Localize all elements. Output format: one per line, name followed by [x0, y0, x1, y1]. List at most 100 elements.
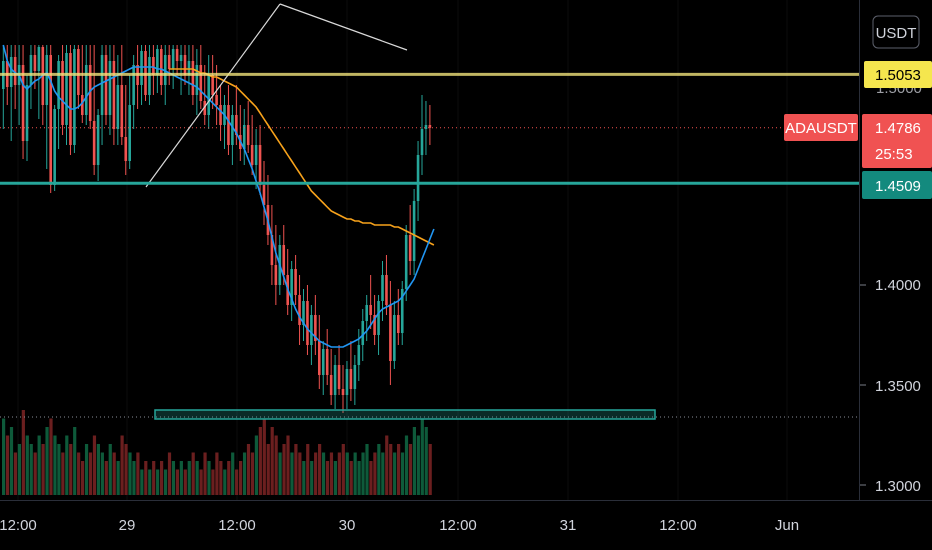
- candle[interactable]: [424, 101, 428, 155]
- candle[interactable]: [341, 365, 345, 413]
- candle[interactable]: [337, 345, 341, 395]
- candle[interactable]: [420, 95, 424, 175]
- candle[interactable]: [262, 161, 266, 225]
- candle[interactable]: [69, 45, 72, 155]
- candle[interactable]: [235, 85, 238, 145]
- candle[interactable]: [104, 45, 108, 125]
- candle[interactable]: [57, 55, 60, 149]
- currency-button[interactable]: [872, 15, 920, 49]
- candle[interactable]: [310, 305, 313, 365]
- candle[interactable]: [329, 349, 333, 405]
- trendline-drawing[interactable]: [145, 3, 281, 188]
- candle[interactable]: [29, 45, 33, 109]
- candle[interactable]: [187, 45, 191, 95]
- candle[interactable]: [2, 45, 5, 129]
- last-price-tag[interactable]: [862, 114, 932, 168]
- candle[interactable]: [400, 281, 404, 345]
- candle[interactable]: [318, 315, 321, 389]
- candle[interactable]: [357, 329, 361, 381]
- candle[interactable]: [397, 289, 400, 345]
- candle[interactable]: [270, 205, 274, 285]
- candle[interactable]: [45, 45, 49, 169]
- candle[interactable]: [136, 45, 139, 109]
- candle[interactable]: [266, 175, 270, 245]
- candle[interactable]: [81, 45, 84, 123]
- candle[interactable]: [412, 189, 416, 275]
- symbol-tag[interactable]: [784, 114, 858, 141]
- candle[interactable]: [239, 105, 242, 161]
- candle[interactable]: [302, 289, 305, 341]
- candle[interactable]: [88, 45, 92, 129]
- candle[interactable]: [199, 45, 203, 109]
- resistance-price-tag[interactable]: [864, 61, 932, 88]
- candle[interactable]: [211, 55, 214, 109]
- candle[interactable]: [408, 205, 412, 275]
- candle[interactable]: [428, 105, 432, 145]
- candle[interactable]: [333, 355, 337, 409]
- candle[interactable]: [13, 45, 17, 109]
- candle[interactable]: [369, 275, 372, 329]
- candle[interactable]: [250, 115, 254, 175]
- candle[interactable]: [37, 45, 41, 119]
- candle[interactable]: [377, 295, 380, 355]
- demand-zone-rectangle[interactable]: [154, 409, 656, 420]
- candle[interactable]: [314, 295, 317, 355]
- candle[interactable]: [179, 45, 183, 95]
- candle[interactable]: [207, 55, 210, 129]
- candle[interactable]: [349, 341, 353, 401]
- candlesticks[interactable]: [2, 45, 432, 413]
- candle[interactable]: [171, 45, 175, 89]
- candle[interactable]: [325, 329, 329, 385]
- candle[interactable]: [167, 45, 171, 85]
- candle[interactable]: [416, 141, 420, 221]
- candle[interactable]: [195, 49, 199, 115]
- candle[interactable]: [53, 105, 56, 191]
- support-price-tag[interactable]: [862, 171, 932, 199]
- candle[interactable]: [321, 341, 325, 395]
- candle[interactable]: [381, 261, 384, 321]
- candle[interactable]: [231, 105, 234, 165]
- candle[interactable]: [41, 45, 45, 125]
- candle[interactable]: [132, 55, 135, 129]
- candle[interactable]: [77, 45, 80, 109]
- candle[interactable]: [116, 55, 120, 145]
- candle[interactable]: [84, 45, 88, 125]
- candle[interactable]: [49, 45, 52, 193]
- candle[interactable]: [404, 225, 408, 301]
- candle[interactable]: [96, 109, 100, 181]
- candle[interactable]: [242, 109, 246, 165]
- trendline-drawing-2[interactable]: [279, 3, 408, 51]
- candle[interactable]: [120, 45, 124, 145]
- candle[interactable]: [128, 75, 131, 169]
- candle[interactable]: [61, 45, 64, 135]
- candle[interactable]: [274, 225, 278, 305]
- candle[interactable]: [124, 85, 128, 175]
- candle[interactable]: [393, 301, 396, 369]
- candle[interactable]: [21, 45, 25, 159]
- candle[interactable]: [175, 45, 179, 75]
- candle[interactable]: [160, 45, 163, 95]
- candle[interactable]: [108, 45, 112, 135]
- candle[interactable]: [290, 261, 293, 321]
- candle[interactable]: [286, 249, 289, 315]
- candle[interactable]: [223, 95, 226, 149]
- candle[interactable]: [65, 45, 68, 145]
- candle[interactable]: [294, 255, 297, 305]
- candle[interactable]: [100, 45, 104, 145]
- candle[interactable]: [365, 295, 368, 341]
- candle[interactable]: [152, 45, 155, 95]
- candle[interactable]: [9, 45, 13, 141]
- candle[interactable]: [389, 281, 392, 385]
- candle[interactable]: [298, 275, 301, 345]
- candle[interactable]: [353, 355, 357, 405]
- candle[interactable]: [73, 45, 76, 153]
- candle[interactable]: [345, 361, 349, 409]
- candle[interactable]: [183, 45, 187, 85]
- candle[interactable]: [246, 101, 250, 153]
- candle[interactable]: [385, 255, 388, 315]
- candle[interactable]: [306, 285, 309, 355]
- candle[interactable]: [219, 85, 222, 141]
- time-axis-panel[interactable]: [0, 500, 932, 550]
- candle[interactable]: [112, 45, 116, 145]
